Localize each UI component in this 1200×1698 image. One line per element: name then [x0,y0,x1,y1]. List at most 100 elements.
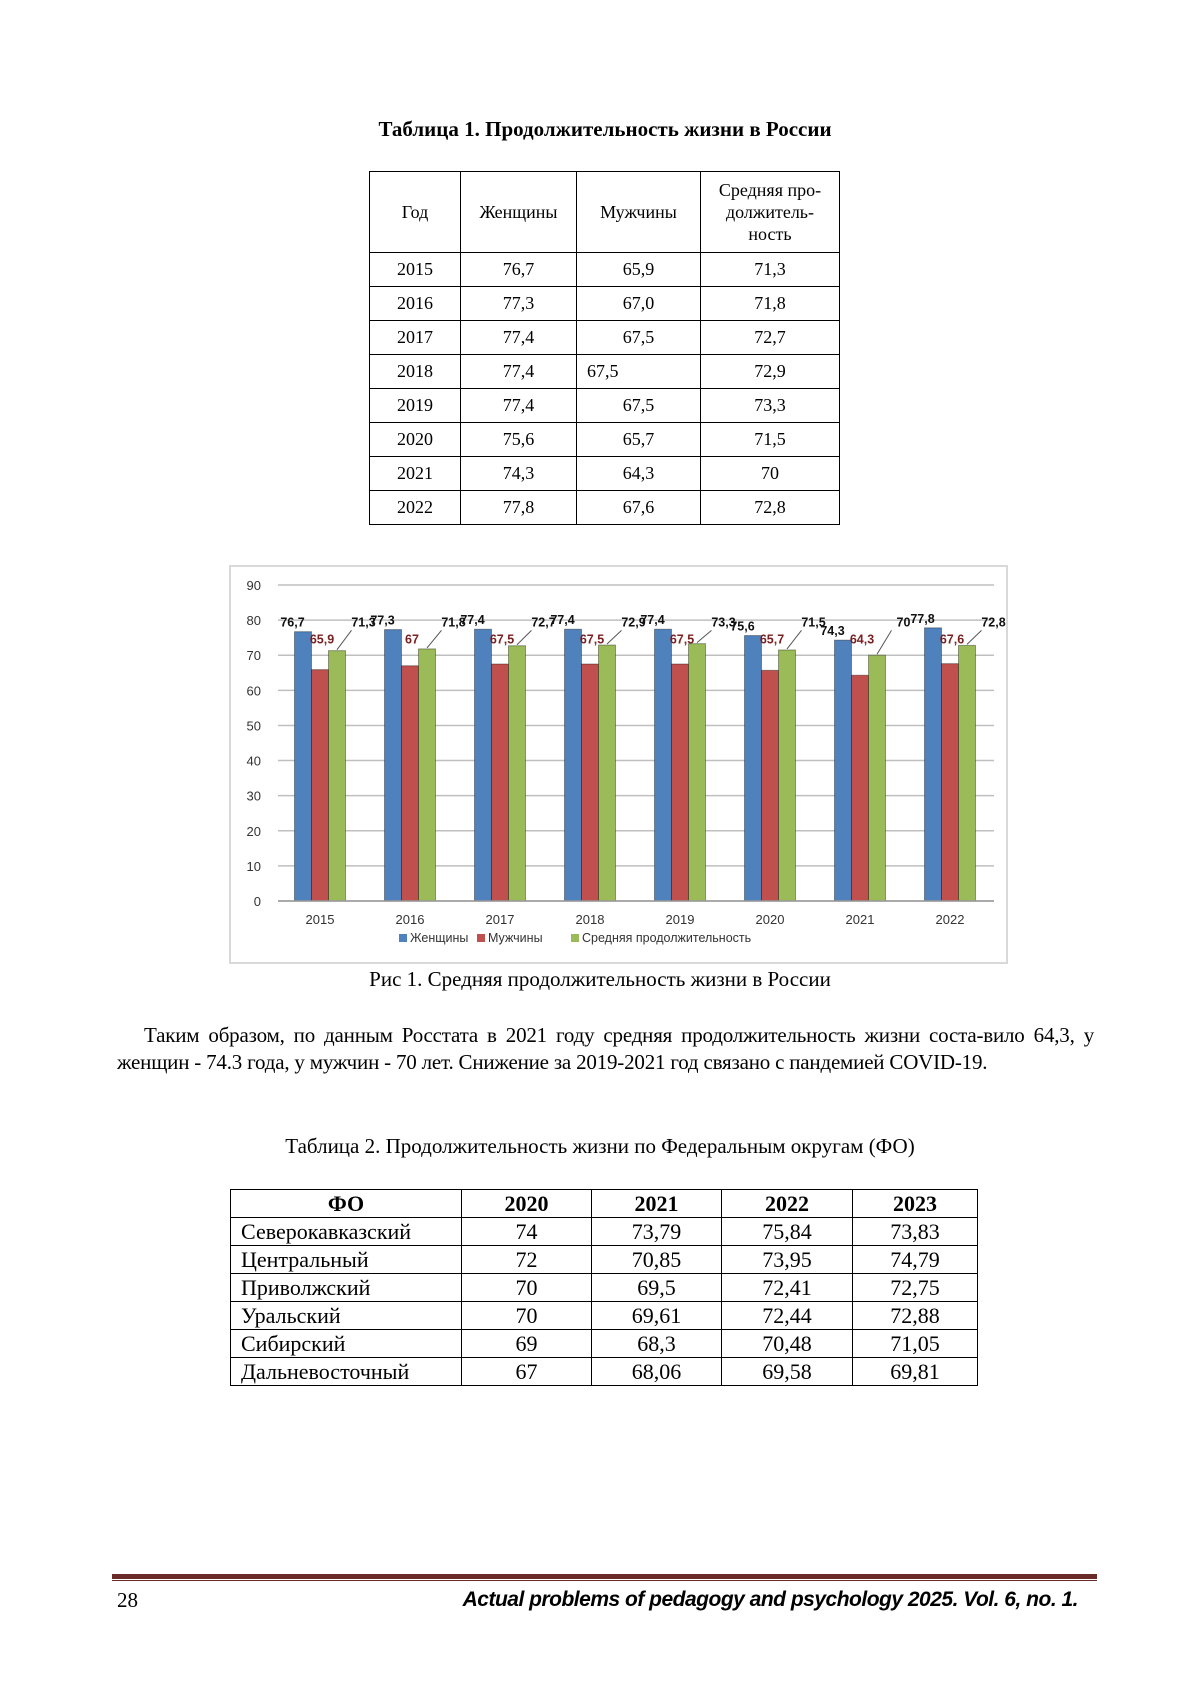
legend-label: Мужчины [488,931,543,945]
bar-average [689,644,706,901]
table-cell: 69,58 [722,1358,853,1386]
header-cell: Год [370,172,461,253]
data-label-women: 77,4 [640,613,664,627]
x-tick-label: 2015 [306,912,335,927]
table-row: 201777,467,572,7 [370,321,840,355]
leader-line [337,630,352,649]
y-tick-label: 0 [254,894,261,909]
header-cell: 2021 [592,1190,722,1218]
table-cell: 67 [462,1358,592,1386]
leader-line [877,630,892,654]
y-tick-label: 40 [247,754,261,769]
bar-women [655,629,672,901]
bar-men [312,670,329,901]
data-label-men: 65,9 [310,633,334,647]
header-cell: 2023 [853,1190,978,1218]
table-cell: 72,88 [853,1302,978,1330]
bar-men [582,664,599,901]
header-cell: 2022 [722,1190,853,1218]
table-cell: 77,4 [461,321,577,355]
table-row: 201977,467,573,3 [370,389,840,423]
table-cell: 72,8 [701,491,840,525]
x-tick-label: 2016 [396,912,425,927]
table1-title: Таблица 1. Продолжительность жизни в Рос… [0,117,1200,142]
bar-men [492,664,509,901]
footer-rule-thin [112,1580,1097,1581]
table-cell: 67,6 [577,491,701,525]
bar-men [942,664,959,901]
table-cell: 2017 [370,321,461,355]
data-label-men: 67 [405,633,419,647]
table-cell: 2020 [370,423,461,457]
leader-line [517,630,532,644]
table-cell: 70 [462,1274,592,1302]
data-label-men: 67,5 [580,633,604,647]
table-cell: 76,7 [461,253,577,287]
table-cell: 72 [462,1246,592,1274]
table-cell: 67,5 [577,355,701,389]
bar-women [295,632,312,901]
leader-line [607,630,622,644]
table2-title: Таблица 2. Продолжительность жизни по Фе… [0,1134,1200,1159]
footer-rule [112,1574,1097,1579]
table-cell: 74,79 [853,1246,978,1274]
table-cell: 68,3 [592,1330,722,1358]
table-cell: 2022 [370,491,461,525]
table-cell: Центральный [231,1246,462,1274]
table-cell: 74 [462,1218,592,1246]
y-tick-label: 80 [247,613,261,628]
y-tick-label: 60 [247,683,261,698]
bar-men [852,675,869,901]
table-cell: 71,8 [701,287,840,321]
data-label-women: 74,3 [820,624,844,638]
bar-chart: 0102030405060708090201576,765,971,320167… [231,567,1006,962]
table-cell: 67,0 [577,287,701,321]
bar-men [672,664,689,901]
table-cell: 70,48 [722,1330,853,1358]
table-cell: 72,44 [722,1302,853,1330]
table-row: Уральский7069,6172,4472,88 [231,1302,978,1330]
table-cell: 73,3 [701,389,840,423]
table-row: 201877,467,572,9 [370,355,840,389]
data-label-average: 72,8 [981,615,1005,629]
table-cell: 72,9 [701,355,840,389]
bar-average [329,651,346,901]
table-cell: 72,7 [701,321,840,355]
page-number: 28 [117,1588,138,1613]
bar-women [385,630,402,901]
table1: Год Женщины Мужчины Средняя про- должите… [369,171,840,525]
bar-average [869,655,886,901]
table-cell: 75,84 [722,1218,853,1246]
data-label-men: 65,7 [760,633,784,647]
data-label-women: 77,3 [370,614,394,628]
legend-swatch-men [477,934,485,942]
table-cell: 69,61 [592,1302,722,1330]
table-cell: 69,5 [592,1274,722,1302]
x-tick-label: 2020 [756,912,785,927]
table-cell: Сибирский [231,1330,462,1358]
table-row: 202174,364,370 [370,457,840,491]
table-cell: 2019 [370,389,461,423]
journal-name: Actual problems of pedagogy and psycholo… [463,1588,1078,1612]
bar-average [599,645,616,901]
table-cell: 70,85 [592,1246,722,1274]
table-cell: 67,5 [577,321,701,355]
table-cell: 72,41 [722,1274,853,1302]
data-label-average: 70 [897,615,911,629]
bar-women [745,636,762,901]
table-cell: Северокавказский [231,1218,462,1246]
table-row: 202277,867,672,8 [370,491,840,525]
bar-women [925,628,942,901]
y-tick-label: 30 [247,789,261,804]
data-label-men: 67,6 [940,633,964,647]
bar-men [762,670,779,901]
legend-swatch-average [571,934,579,942]
data-label-women: 75,6 [730,620,754,634]
table-cell: 71,3 [701,253,840,287]
table-row: Центральный7270,8573,9574,79 [231,1246,978,1274]
table-cell: 2015 [370,253,461,287]
data-label-women: 77,8 [910,612,934,626]
data-label-women: 77,4 [550,613,574,627]
table-cell: 64,3 [577,457,701,491]
x-tick-label: 2022 [936,912,965,927]
